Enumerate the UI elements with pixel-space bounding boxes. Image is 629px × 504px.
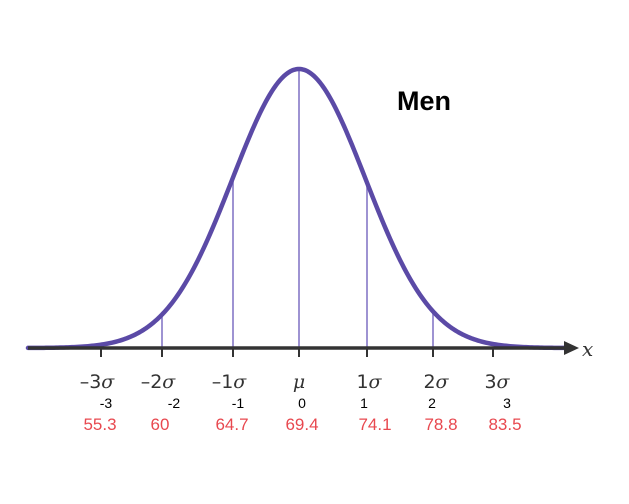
sigma-coefficient: 3 — [484, 371, 496, 393]
z-score-label: -2 — [168, 395, 181, 411]
sigma-label: 1σ — [356, 371, 382, 393]
value-label: 64.7 — [215, 415, 248, 434]
z-score-label: 2 — [428, 395, 436, 411]
chart-title: Men — [397, 86, 451, 116]
z-score-label: -3 — [100, 395, 113, 411]
sigma-symbol: σ — [162, 371, 176, 393]
z-score-label: 1 — [360, 395, 368, 411]
tick-marks — [100, 348, 494, 357]
x-axis-arrow — [564, 341, 579, 355]
sigma-symbol: σ — [369, 371, 383, 393]
value-label: 83.5 — [488, 415, 521, 434]
x-axis-variable: x — [582, 337, 593, 361]
value-label: 78.8 — [424, 415, 457, 434]
sigma-symbol: σ — [497, 371, 511, 393]
mean-label: μ — [293, 371, 305, 393]
value-labels: 55.3 60 64.7 69.4 74.1 78.8 83.5 — [83, 415, 521, 434]
sigma-symbol: σ — [101, 371, 115, 393]
sigma-labels: –3σ –2σ –1σ μ 1σ 2σ 3σ — [80, 371, 511, 393]
sigma-label: –2σ — [141, 371, 177, 393]
sigma-symbol: σ — [233, 371, 247, 393]
value-label: 55.3 — [83, 415, 116, 434]
sigma-coefficient: –1 — [212, 371, 234, 393]
sigma-coefficient: 2 — [423, 371, 435, 393]
sigma-label: –1σ — [212, 371, 248, 393]
z-score-label: 0 — [298, 395, 306, 411]
sigma-coefficient: –2 — [141, 371, 163, 393]
sigma-label: 3σ — [484, 371, 510, 393]
bell-curve — [25, 66, 569, 351]
z-score-label: -1 — [232, 395, 245, 411]
sigma-coefficient: 1 — [356, 371, 368, 393]
sigma-symbol: σ — [436, 371, 450, 393]
sigma-label: 2σ — [423, 371, 449, 393]
sigma-coefficient: –3 — [80, 371, 102, 393]
sigma-label: –3σ — [80, 371, 116, 393]
z-score-label: 3 — [503, 395, 511, 411]
value-label: 60 — [151, 415, 170, 434]
sigma-guide-lines — [161, 69, 434, 348]
z-score-labels: -3 -2 -1 0 1 2 3 — [100, 395, 511, 411]
mean-symbol: μ — [293, 371, 305, 393]
value-label: 69.4 — [285, 415, 318, 434]
value-label: 74.1 — [358, 415, 391, 434]
